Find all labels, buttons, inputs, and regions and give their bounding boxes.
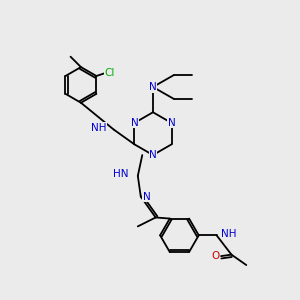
Text: N: N bbox=[143, 192, 151, 202]
Text: N: N bbox=[130, 118, 138, 128]
Text: N: N bbox=[149, 82, 157, 92]
Text: N: N bbox=[168, 118, 176, 128]
Text: NH: NH bbox=[221, 229, 236, 239]
Text: O: O bbox=[211, 251, 219, 261]
Text: NH: NH bbox=[91, 123, 106, 133]
Text: Cl: Cl bbox=[105, 68, 115, 78]
Text: HN: HN bbox=[113, 169, 128, 179]
Text: N: N bbox=[149, 150, 157, 160]
